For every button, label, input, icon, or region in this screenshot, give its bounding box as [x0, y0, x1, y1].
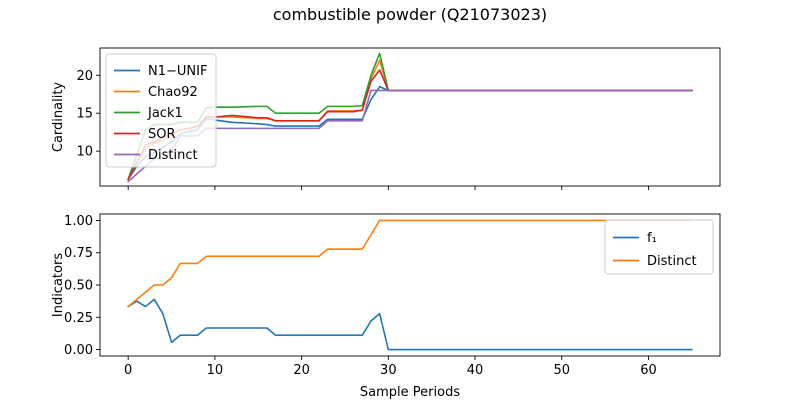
y-tick-label: 20 [76, 69, 93, 84]
y-axis-label: Cardinality [51, 82, 66, 153]
y-tick-label: 0.25 [64, 311, 93, 326]
chart-panels: 10 15 20 Cardinality N1−UNIF Chao92 Jack1 SOR Di… [51, 47, 721, 400]
legend-label-1: f₁ [647, 231, 657, 246]
x-tick-label: 60 [640, 363, 657, 378]
y-tick-label: 1.00 [64, 214, 93, 229]
legend-label-1: N1−UNIF [148, 64, 207, 79]
legend-label-4: SOR [148, 127, 176, 142]
legend-label-3: Jack1 [147, 106, 183, 121]
legend-label-2: Chao92 [148, 85, 198, 100]
x-tick-label: 50 [553, 363, 570, 378]
legend: f₁ Distinct [604, 219, 714, 275]
y-axis-label: Indicators [51, 253, 66, 317]
legend-label-2: Distinct [647, 254, 697, 269]
y-tick-label: 0.00 [64, 343, 93, 358]
figure-title: combustible powder (Q21073023) [273, 5, 547, 24]
x-axis-label: Sample Periods [360, 385, 460, 400]
y-tick-label: 0.50 [64, 279, 93, 294]
x-tick-label: 10 [207, 363, 224, 378]
x-tick-label: 0 [124, 363, 132, 378]
chart-panel-1: 10 15 20 Cardinality N1−UNIF Chao92 Jack1 SOR Di… [51, 47, 721, 190]
x-tick-label: 30 [380, 363, 397, 378]
legend-box [105, 53, 217, 168]
legend-label-5: Distinct [148, 148, 198, 163]
series-line-1 [127, 298, 693, 351]
x-tick-label: 40 [467, 363, 484, 378]
chart-panel-2: 0 10 20 30 40 50 60 0.00 0.25 0.50 0.75 1.00 Indicat… [51, 213, 721, 400]
series-group [127, 219, 693, 351]
legend: N1−UNIF Chao92 Jack1 SOR Distinct [105, 53, 217, 168]
plot-frame [99, 47, 721, 187]
y-tick-label: 15 [76, 107, 93, 122]
y-tick-label: 10 [76, 145, 93, 160]
y-tick-label: 0.75 [64, 246, 93, 261]
x-tick-label: 20 [293, 363, 310, 378]
series-line-2 [127, 219, 693, 308]
